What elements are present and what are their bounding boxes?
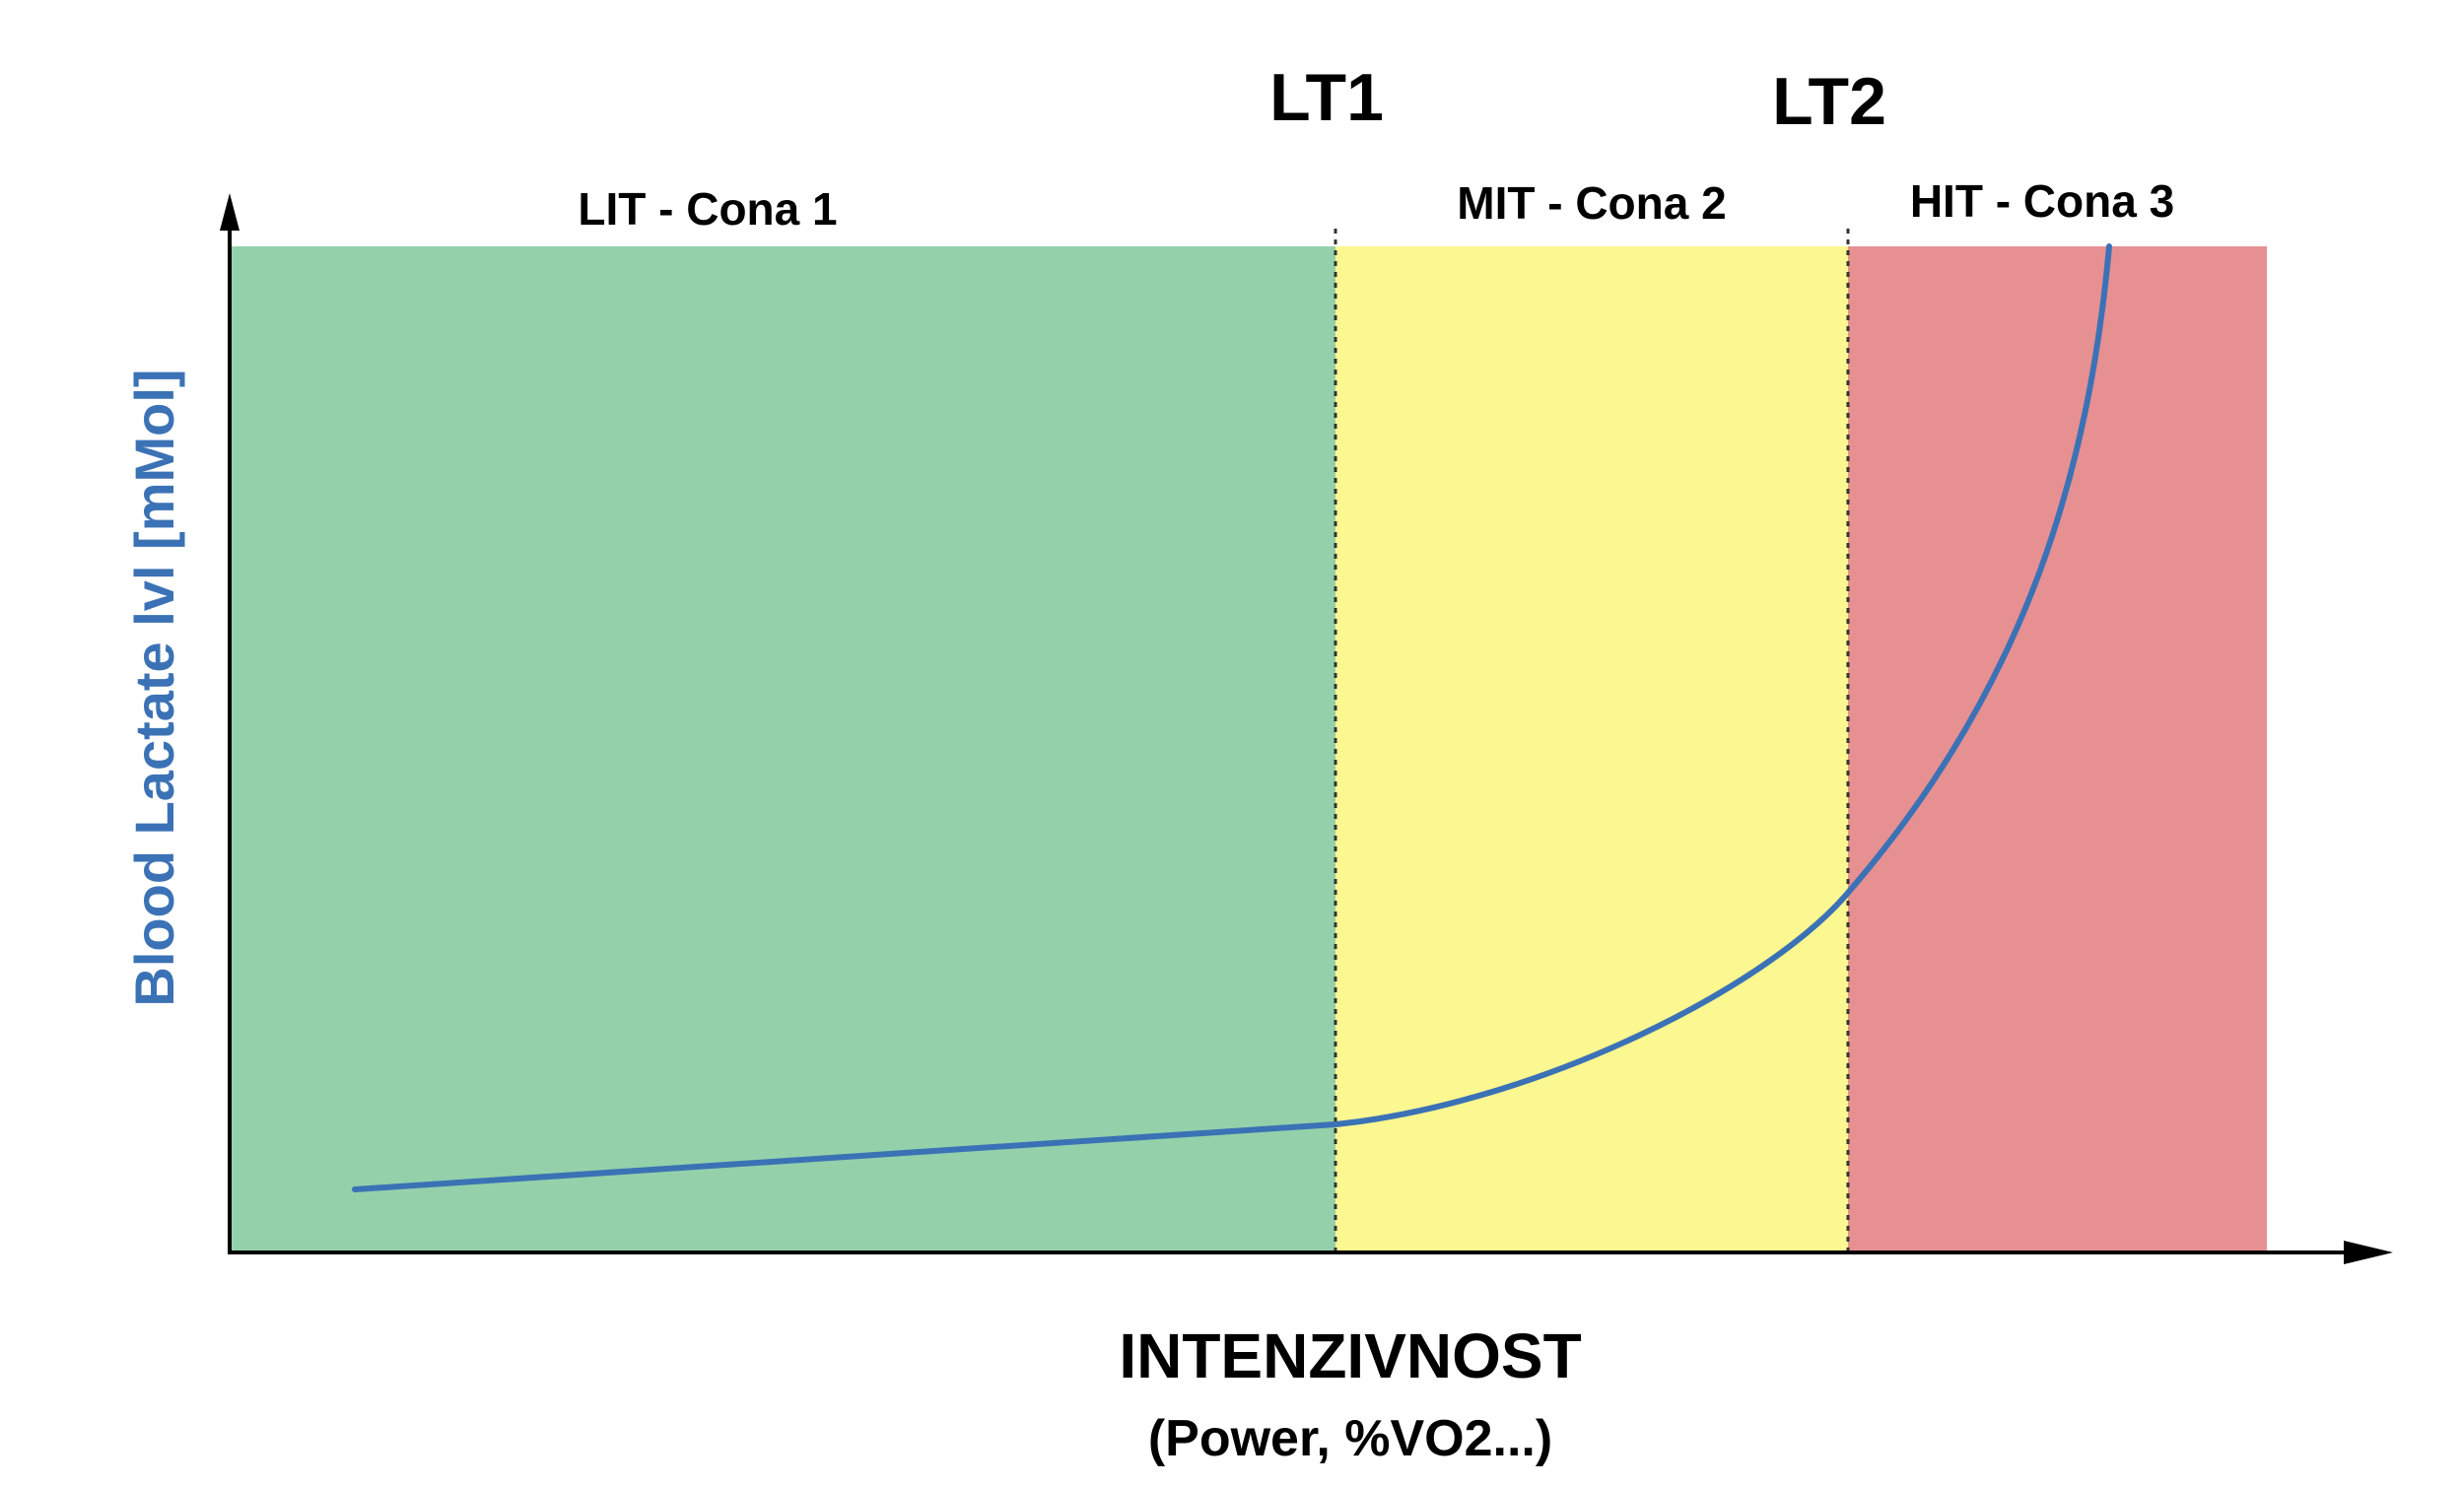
zone-3-label: HIT - Cona 3 [1910,175,2174,227]
zone-1-label: LIT - Cona 1 [578,183,837,235]
zone-2-label: MIT - Cona 2 [1457,177,1726,229]
x-axis-label: INTENZIVNOST [1119,1320,1581,1391]
lt2-label: LT2 [1772,64,1886,139]
zone-1-area [231,246,1335,1251]
lactate-curve [352,243,2112,1192]
lt1-label: LT1 [1269,60,1384,135]
y-axis-label: Blood Lactate lvl [mMol] [123,369,185,1006]
zone-3-area [1848,246,2267,1251]
y-axis-arrow [220,193,240,231]
zone-2-area [1335,246,1848,1251]
x-axis-sublabel: (Power, %VO2...) [1148,1410,1552,1467]
x-axis-arrow [2344,1241,2393,1264]
